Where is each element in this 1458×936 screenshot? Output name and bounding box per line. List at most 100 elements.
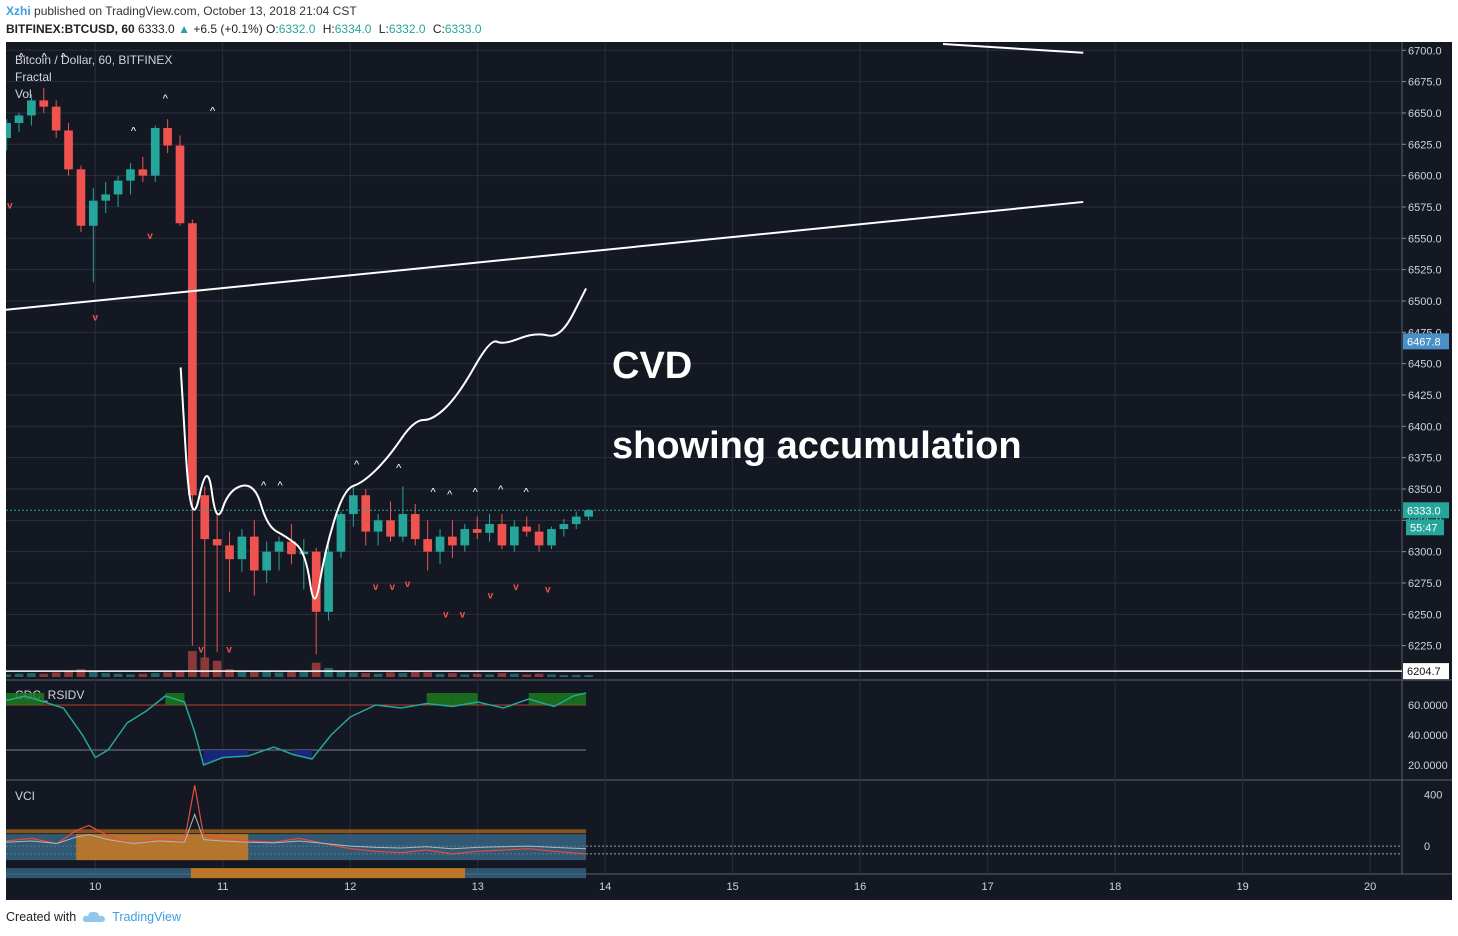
time-axis[interactable]: 10 11 12 13 14 15 16 17 18 19 20 <box>89 881 1376 893</box>
rsi-oversold-fill <box>292 750 312 759</box>
time-tick-label: 15 <box>727 881 739 893</box>
fractal-up-icon: ^ <box>447 489 453 501</box>
price-tick-label: 6700.0 <box>1408 45 1442 57</box>
volume-bar <box>262 671 272 677</box>
vci-line[interactable] <box>6 785 587 855</box>
legend-item: Fractal <box>15 70 52 84</box>
fractal-up-icon: ^ <box>354 459 360 471</box>
fractal-up-icon: ^ <box>396 463 402 475</box>
candle <box>299 551 309 555</box>
fractal-up-icon: ^ <box>498 484 504 496</box>
candle <box>88 200 98 226</box>
rsi-overbought-fill <box>452 693 478 705</box>
fractal-up-icon: ^ <box>524 486 530 498</box>
fractal-up-icon: ^ <box>19 52 25 64</box>
grid <box>6 42 1452 875</box>
fractal-down-icon: v <box>7 201 13 212</box>
candle <box>522 526 532 532</box>
time-tick-label: 12 <box>344 881 356 893</box>
vci-pane[interactable]: VCI 0 400 <box>6 785 1442 879</box>
time-tick-label: 13 <box>472 881 484 893</box>
volume-bar <box>423 672 432 677</box>
volume-bar <box>39 673 49 677</box>
volume-bar <box>299 671 309 677</box>
vci-title: VCI <box>15 789 35 803</box>
close-value: 6333.0 <box>444 22 482 36</box>
time-tick-label: 20 <box>1364 881 1376 893</box>
candle <box>188 223 197 496</box>
candle <box>559 524 569 530</box>
candle <box>101 194 111 201</box>
volume-bar <box>522 674 532 677</box>
chart-background <box>6 42 1452 900</box>
candle <box>27 100 36 116</box>
price-tick-label: 6575.0 <box>1408 202 1442 214</box>
rsi-overbought-fill <box>426 693 453 705</box>
volume-bar <box>472 673 482 677</box>
fractal-up-icon: ^ <box>473 486 479 498</box>
volume-bar <box>311 662 321 677</box>
volume-bar <box>324 667 333 677</box>
candle <box>547 529 556 546</box>
price-tick-label: 6250.0 <box>1408 609 1442 621</box>
price-axis[interactable]: 6225.06250.06275.06300.06325.06350.06375… <box>1402 45 1449 680</box>
fractal-down-icon: v <box>390 582 396 593</box>
time-tick-label: 18 <box>1109 881 1121 893</box>
candle <box>225 545 234 560</box>
candle <box>534 531 544 546</box>
volume-bar <box>212 660 222 677</box>
volume-bar <box>126 674 135 677</box>
candle <box>584 510 593 517</box>
price-tick-label: 6500.0 <box>1408 296 1442 308</box>
fractal-down-icon: v <box>92 312 98 323</box>
candle <box>472 529 482 533</box>
trendline[interactable] <box>6 200 1084 311</box>
author-name[interactable]: Xzhi <box>6 4 31 18</box>
volume-bar <box>398 673 408 677</box>
volume-bar <box>349 672 358 677</box>
fractal-down-icon: v <box>545 584 551 595</box>
candle <box>373 520 383 532</box>
volume-bar <box>485 674 494 677</box>
trendline-price-badge <box>1403 333 1449 350</box>
candle <box>163 127 172 146</box>
volume-bar <box>547 674 556 677</box>
volume-bar <box>497 673 507 677</box>
fractal-down-icon: v <box>460 609 466 620</box>
candle <box>311 551 321 612</box>
candle <box>349 495 358 515</box>
candle <box>175 145 185 224</box>
volume-bar <box>88 671 98 677</box>
time-tick-label: 19 <box>1237 881 1249 893</box>
annotation-accumulation: showing accumulation <box>612 425 1022 467</box>
price-tick-label: 6225.0 <box>1408 641 1442 653</box>
rsi-tick-label: 60.0000 <box>1408 700 1448 712</box>
change-value: +6.5 (+0.1%) <box>193 22 263 36</box>
support-price-badge <box>1403 663 1449 680</box>
price-tick-label: 6625.0 <box>1408 139 1442 151</box>
candle <box>287 541 296 555</box>
candle <box>150 127 160 176</box>
change-arrow-icon: ▲ <box>178 22 190 36</box>
price-tick-label: 6300.0 <box>1408 547 1442 559</box>
fractal-up-icon: ^ <box>261 480 267 492</box>
support-price-label: 6204.7 <box>1407 666 1441 678</box>
rsi-line[interactable] <box>6 692 587 767</box>
fractal-up-icon: ^ <box>431 486 437 498</box>
tradingview-brand[interactable]: TradingView <box>112 910 181 924</box>
vci-bottom-band <box>190 868 465 879</box>
volume-bar <box>163 672 172 677</box>
volume-bar <box>336 671 346 677</box>
candle <box>76 169 86 226</box>
volume-bar <box>237 670 247 677</box>
open-label: O: <box>266 22 279 36</box>
publish-info: Xzhi published on TradingView.com, Octob… <box>6 4 357 18</box>
cvd-curve[interactable] <box>179 287 587 600</box>
fractal-down-icon: v <box>226 644 232 655</box>
candle <box>361 495 371 532</box>
trendline[interactable] <box>942 43 1084 54</box>
created-with-label: Created with <box>6 910 77 924</box>
